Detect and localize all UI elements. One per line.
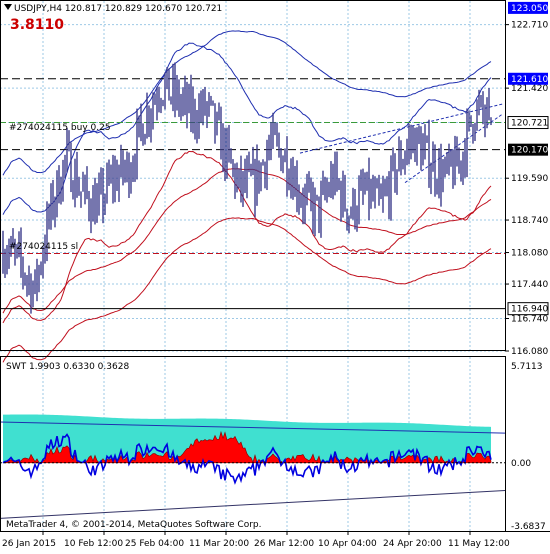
order-buy-annotation: #274024115 buy 0.25 (9, 123, 111, 133)
copyright-text: MetaTrader 4, © 2001-2014, MetaQuotes So… (6, 520, 262, 530)
y-tick-label: 122.710 (511, 21, 548, 31)
order-sl-annotation: #274024115 sl (9, 242, 78, 252)
price-marker-label: 120.721 (511, 119, 548, 129)
swt-lower-guide (0, 490, 506, 519)
y-tick-label: 118.080 (511, 249, 548, 259)
price-marker-box (508, 143, 548, 156)
x-tick-label: 26 Jan 2015 (2, 539, 56, 549)
y-tick-label: 116.080 (511, 347, 548, 357)
x-tick-label: 11 Mar 20:00 (189, 539, 249, 549)
bollinger-upper (2, 42, 492, 215)
x-tick-label: 24 Apr 20:00 (383, 539, 442, 549)
y-tick-label: 121.420 (511, 84, 548, 94)
price-marker-box (507, 116, 549, 130)
price-marker-label: 121.610 (511, 75, 548, 85)
price-panel[interactable] (0, 7, 505, 363)
y-tick-label: 118.740 (511, 216, 548, 226)
y-tick-label: 119.590 (511, 174, 548, 184)
price-marker-label: 116.940 (511, 305, 548, 315)
price-panel-frame (0, 0, 506, 351)
outer-envelope-upper (2, 30, 492, 176)
osc-y-label: 0.00 (511, 459, 531, 469)
osc-y-label: -3.6837 (511, 522, 546, 532)
x-tick-label: 10 Feb 12:00 (64, 539, 123, 549)
indicator-value-text: 3.8110 (10, 17, 64, 33)
price-marker-box (507, 302, 549, 316)
price-marker-box (508, 72, 548, 85)
oscillator-title: SWT 1.9903 0.6330 0.3628 (6, 362, 129, 372)
symbol-info-line: USDJPY,H4 120.817 120.829 120.670 120.72… (14, 4, 222, 14)
x-tick-label: 25 Feb 04:00 (125, 539, 184, 549)
x-tick-label: 10 Apr 04:00 (318, 539, 377, 549)
y-tick-label: 117.440 (511, 280, 548, 290)
outer-envelope-lower (2, 217, 492, 363)
collapse-triangle-icon[interactable] (4, 4, 12, 10)
bollinger-lower (2, 150, 492, 324)
x-tick-label: 11 May 12:00 (448, 539, 510, 549)
osc-y-label: 5.7113 (511, 362, 543, 372)
time-axis-labels: 26 Jan 2015 10 Feb 12:00 25 Feb 04:00 11 Ma… (2, 531, 510, 549)
price-marker-box (508, 1, 548, 14)
oscillator-panel[interactable] (0, 414, 506, 519)
price-marker-label: 123.050 (511, 4, 548, 14)
swt-cyan-area (3, 414, 491, 463)
y-tick-label: 116.740 (511, 315, 548, 325)
axis-labels: 122.710 121.420 119.590 118.740 118.080 117.4… (505, 1, 549, 532)
swt-guide-line (0, 421, 506, 434)
price-marker-label: 120.170 (511, 146, 548, 156)
x-tick-label: 26 Mar 12:00 (254, 539, 314, 549)
swt-signal-line (2, 433, 492, 485)
